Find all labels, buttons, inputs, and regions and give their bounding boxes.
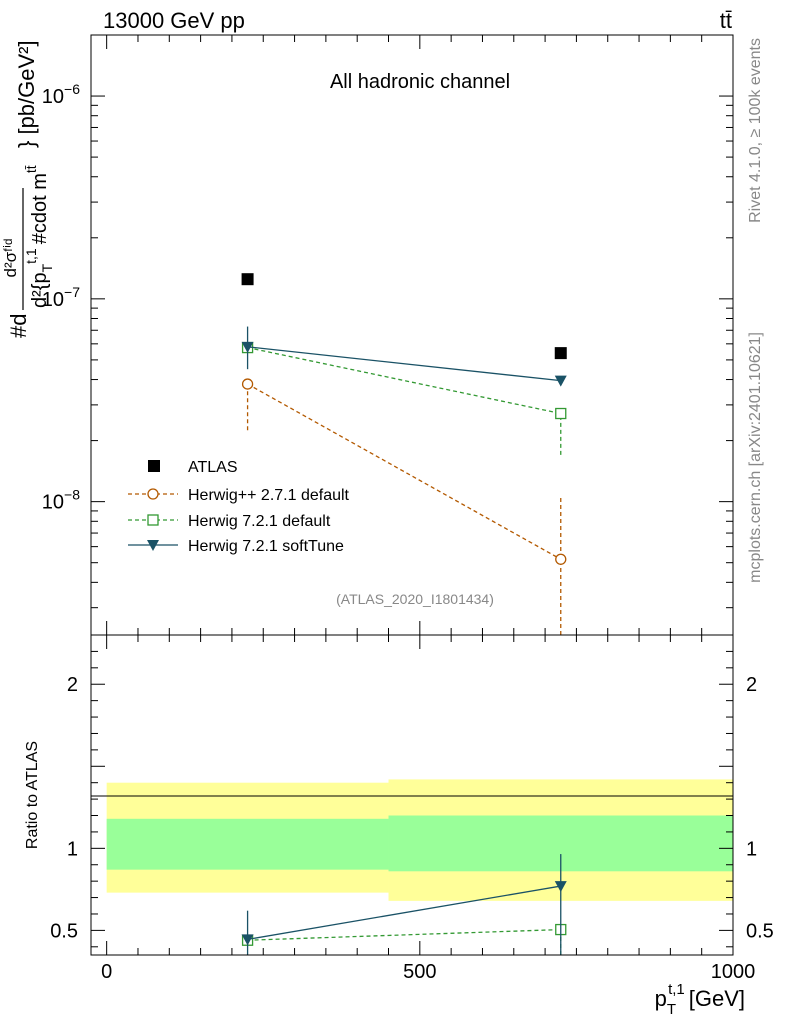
series-line-3 [247,346,561,382]
process-label: tt̄ [720,8,732,33]
svg-text:d²{pTt,1#cdot mtt̄: d²{pTt,1#cdot mtt̄ [23,165,55,308]
ratio-data-layer [241,854,567,955]
svg-text:d²σᶠⁱᵈ: d²σᶠⁱᵈ [1,239,20,278]
rivet-label: Rivet 4.1.0, ≥ 100k events [747,38,764,223]
main-y-axis-label: #d d²σᶠⁱᵈ d²{pTt,1#cdot mtt̄ } [pb/GeV²] [1,40,55,338]
x-axis-label: pTt,1 [GeV] [655,981,745,1018]
svg-text:} [pb/GeV²]: } [pb/GeV²] [14,40,39,148]
series-line-1 [247,383,562,560]
energy-label: 13000 GeV pp [103,8,245,33]
ratio-y-tick-label-0.5: 0.5 [50,920,78,942]
ratio-y-tick-label-right-1: 1 [746,838,757,860]
legend-marker-herwig7-softtune [147,540,159,551]
svg-text:#d: #d [6,314,31,338]
main-y-tick-labels: 10−8 10−7 10−6 [42,81,80,514]
ratio-bands [106,779,733,901]
ratio-series-line-3 [247,885,561,941]
ratio-data-point-3-1 [554,881,567,893]
ratio-panel-frame [90,634,734,956]
legend-label-atlas: ATLAS [188,459,238,476]
legend-label-herwig7-softtune: Herwig 7.2.1 softTune [188,538,344,555]
data-point-0-1 [554,347,567,360]
ratio-y-tick-label-right-0.5: 0.5 [746,920,774,942]
ratio-data-point-3-0 [241,934,254,946]
x-tick-label-0: 0 [101,961,112,983]
main-data-layer [241,273,567,635]
data-point-3-0 [241,341,254,353]
main-axis-ticks [91,34,734,635]
y-tick-label-1e-7: 10−7 [42,284,80,311]
data-point-2-1 [555,407,567,420]
y-tick-label-1e-6: 10−6 [42,81,80,108]
data-point-0-0 [241,273,254,286]
x-tick-label-500: 500 [403,961,436,983]
x-tick-label-1000: 1000 [711,961,756,983]
data-point-1-0 [241,378,254,390]
data-point-1-1 [555,553,567,565]
ratio-y-tick-label-right-2: 2 [746,674,757,696]
chart-title: All hadronic channel [330,71,510,93]
analysis-watermark: (ATLAS_2020_I1801434) [336,591,494,607]
legend-marker-herwigpp [147,488,159,500]
legend-label-herwig7-default: Herwig 7.2.1 default [188,513,331,530]
ratio-y-axis-label: Ratio to ATLAS [24,741,41,849]
data-point-3-1 [554,375,567,387]
legend-label-herwigpp: Herwig++ 2.7.1 default [188,487,350,504]
ratio-y-tick-label-2: 2 [67,674,78,696]
series-line-2 [247,346,561,415]
legend-marker-herwig7-default [147,514,159,526]
y-tick-label-1e-8: 10−8 [42,487,80,514]
ratio-series-line-2 [247,928,561,941]
ratio-axis-ticks [91,634,734,955]
ratio-y-tick-label-1: 1 [67,838,78,860]
mcplots-label: mcplots.cern.ch [arXiv:2401.10621] [747,332,764,583]
ratio-band-green-0 [106,818,389,870]
legend-marker-atlas [148,460,160,472]
legend: ATLAS Herwig++ 2.7.1 default Herwig 7.2.… [128,459,350,555]
